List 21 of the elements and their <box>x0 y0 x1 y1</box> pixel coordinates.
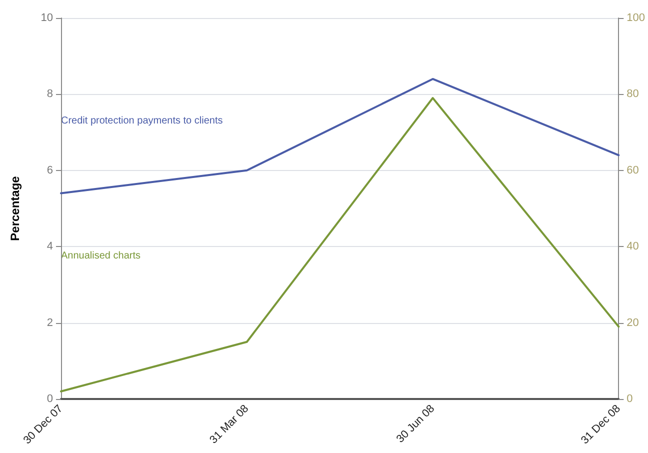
y2-tick-label: 20 <box>626 316 639 329</box>
text: Annualised charts <box>61 250 140 262</box>
y-tick-label: 10 <box>40 12 53 24</box>
y2-tick-label: 100 <box>626 12 646 24</box>
line-series <box>60 78 620 194</box>
y-tick-label: 6 <box>46 164 53 176</box>
y-axis-title: Percentage <box>8 176 22 241</box>
y-tick-label: 4 <box>46 240 53 253</box>
y2-tick-label: 80 <box>626 88 639 100</box>
text: Credit protection payments to clients <box>61 115 223 126</box>
y-tick-label: 8 <box>46 88 53 100</box>
y-tick-label: 0 <box>46 393 53 405</box>
y2-tick-label: 60 <box>626 164 639 176</box>
line-series <box>60 97 620 392</box>
x-tick-label: 30 Jun 08 <box>394 402 438 446</box>
y2-tick-label: 40 <box>626 240 639 253</box>
y-tick-label: 2 <box>46 316 53 329</box>
x-tick-label: 30 Dec 07 <box>21 402 66 447</box>
x-tick-label: 31 Dec 08 <box>578 402 623 447</box>
y2-tick-label: 0 <box>626 393 633 405</box>
x-tick-label: 31 Mar 08 <box>208 402 252 446</box>
